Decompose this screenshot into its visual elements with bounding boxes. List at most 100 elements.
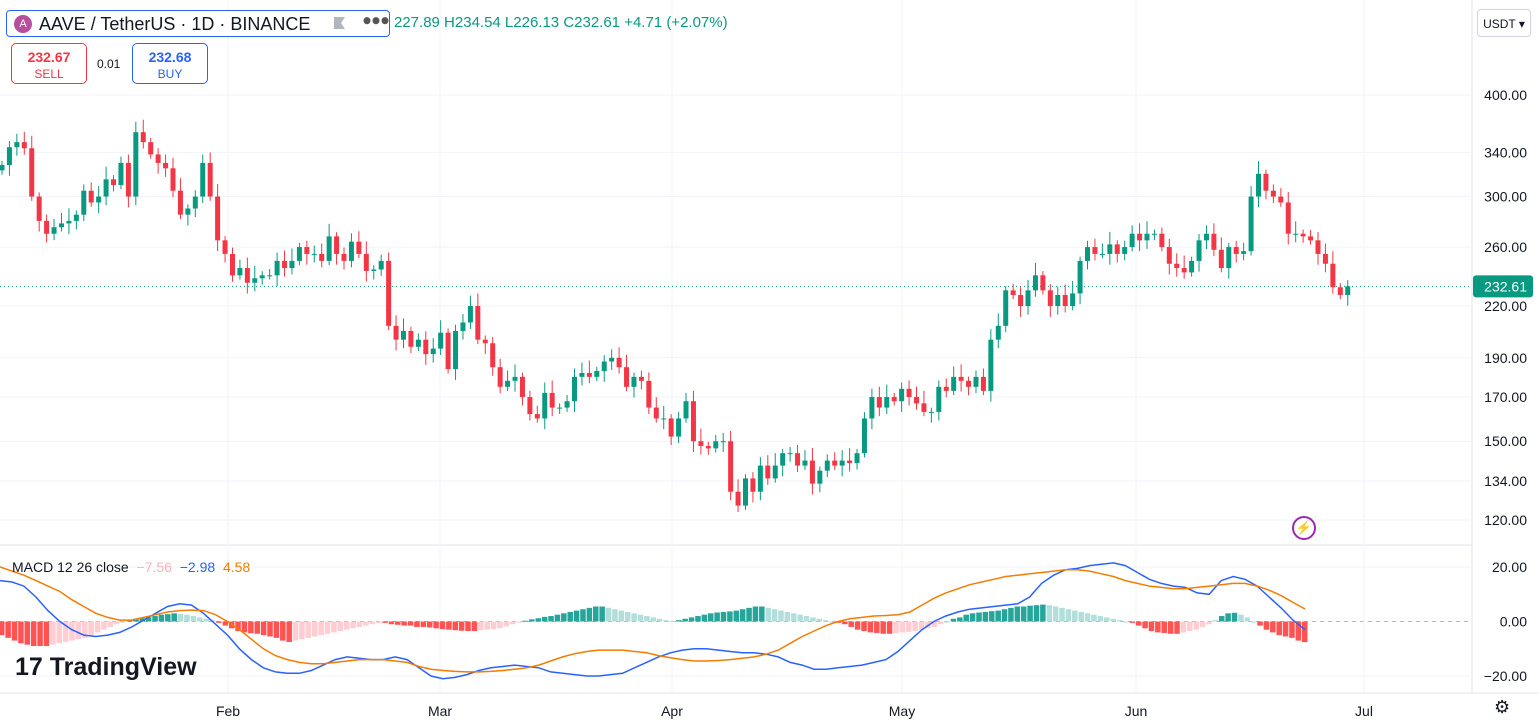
macd-histogram-bar <box>1193 621 1199 630</box>
macd-signal-value: 4.58 <box>222 559 251 575</box>
gear-icon[interactable]: ⚙ <box>1494 697 1511 717</box>
macd-histogram-bar <box>1103 617 1110 622</box>
candle-body <box>720 441 726 443</box>
macd-histogram-bar <box>1206 621 1212 625</box>
macd-histogram-bar <box>388 621 395 625</box>
candle-body <box>787 453 793 455</box>
macd-histogram-bar <box>1276 621 1282 636</box>
macd-histogram-bar <box>931 621 938 627</box>
candle-body <box>527 397 533 415</box>
candle-body <box>564 401 570 408</box>
macd-histogram-bar <box>989 611 995 622</box>
price-tick-label: 260.00 <box>1484 239 1527 255</box>
symbol-title: AAVE / TetherUS · 1D · BINANCE <box>39 14 311 34</box>
macd-histogram-bar <box>152 616 158 622</box>
candle-body <box>111 179 117 185</box>
candle-body <box>690 401 696 442</box>
candle-body <box>6 147 12 166</box>
sell-price: 232.67 <box>27 49 71 65</box>
sell-button[interactable]: 232.67 SELL <box>11 43 87 84</box>
macd-histogram-bar <box>976 612 982 622</box>
macd-histogram-bar <box>624 611 631 622</box>
macd-histogram-bar <box>912 621 918 632</box>
flag-icon[interactable] <box>332 16 346 30</box>
macd-histogram-bar <box>260 621 267 636</box>
time-tick-label: Jun <box>1125 703 1148 719</box>
candle-body <box>21 142 27 149</box>
macd-histogram-bar <box>1020 606 1027 622</box>
candle-body <box>824 460 830 471</box>
macd-histogram-bar <box>701 614 708 622</box>
lightning-icon[interactable]: ⚡ <box>1292 516 1316 540</box>
macd-histogram-bar <box>305 621 312 638</box>
macd-histogram-bar <box>944 621 950 623</box>
candle-body <box>973 376 979 387</box>
macd-histogram-bar <box>1072 610 1078 622</box>
macd-histogram-bar <box>631 613 637 622</box>
candle-body <box>44 220 50 234</box>
candle-body <box>222 240 228 254</box>
candle-body <box>356 241 362 254</box>
candle-body <box>408 330 414 347</box>
macd-histogram-bar <box>395 621 401 625</box>
macd-histogram-bar <box>1250 621 1257 623</box>
macd-histogram-bar <box>414 621 420 627</box>
macd-histogram-bar <box>778 610 784 622</box>
candle-body <box>1345 286 1351 295</box>
spread: 0.01 <box>97 57 121 71</box>
macd-histogram-bar <box>190 616 197 622</box>
macd-histogram-bar <box>937 621 944 625</box>
ohlc-readout: 227.89 H234.54 L226.13 C232.61 +4.71 (+2… <box>394 14 728 31</box>
candle-body <box>289 260 295 269</box>
price-tick-label: 170.00 <box>1484 389 1527 405</box>
candle-body <box>728 441 734 492</box>
tradingview-logo[interactable]: 17 TradingView <box>15 653 197 682</box>
macd-histogram-bar <box>1046 605 1053 622</box>
macd-histogram-bar <box>848 621 855 627</box>
candle-body <box>1285 202 1291 234</box>
macd-histogram-bar <box>605 607 612 622</box>
macd-histogram-bar <box>318 621 324 636</box>
macd-histogram-bar <box>420 621 427 627</box>
candle-body <box>861 418 867 454</box>
macd-legend[interactable]: MACD 12 26 close −7.56 −2.98 4.58 <box>12 559 250 575</box>
macd-histogram-bar <box>561 613 567 622</box>
macd-histogram-bar <box>842 621 848 625</box>
candle-body <box>1144 233 1150 241</box>
candle-body <box>140 132 146 143</box>
candle-body <box>36 196 42 221</box>
macd-histogram-bar <box>439 621 446 630</box>
tradingview-logo-mark: 17 <box>15 653 50 681</box>
macd-histogram-bar <box>273 621 280 638</box>
candle-body <box>609 357 615 362</box>
macd-histogram-bar <box>688 617 695 622</box>
macd-histogram-bar <box>880 621 886 634</box>
candle-body <box>393 325 399 340</box>
buy-button[interactable]: 232.68 BUY <box>132 43 208 84</box>
candle-body <box>676 418 682 437</box>
candle-body <box>467 306 473 323</box>
macd-histogram-bar <box>1091 614 1097 622</box>
candle-body <box>631 376 637 387</box>
candle-body <box>847 460 853 464</box>
currency-selector[interactable]: USDT ▾ <box>1477 9 1531 37</box>
macd-histogram-bar <box>752 606 759 622</box>
candle-body <box>668 418 674 437</box>
macd-histogram-bar <box>1289 621 1295 638</box>
macd-histogram-bar <box>650 617 656 622</box>
candle-body <box>148 142 154 155</box>
candle-body <box>207 162 213 197</box>
macd-histogram-bar <box>720 611 727 622</box>
macd-histogram-bar <box>541 616 548 622</box>
candle-body <box>1040 275 1046 291</box>
macd-histogram-bar <box>177 613 184 622</box>
macd-histogram-bar <box>554 614 561 622</box>
more-icon[interactable]: ⦁⦁⦁ <box>363 12 391 29</box>
macd-tick-label: −20.00 <box>1484 668 1527 684</box>
macd-tick-label: 20.00 <box>1492 559 1527 575</box>
candle-body <box>1122 247 1128 254</box>
symbol-search-box[interactable]: A AAVE / TetherUS · 1D · BINANCE ⦁⦁⦁ <box>6 10 390 37</box>
macd-histogram-bar <box>171 613 177 622</box>
candle-body <box>438 332 444 349</box>
